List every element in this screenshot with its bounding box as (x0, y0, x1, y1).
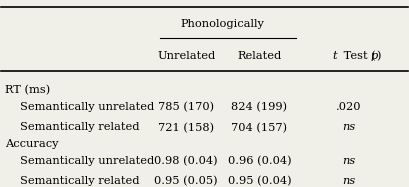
Text: ns: ns (342, 176, 355, 186)
Text: ns: ns (342, 122, 355, 132)
Text: 0.98 (0.04): 0.98 (0.04) (155, 156, 218, 166)
Text: 0.95 (0.04): 0.95 (0.04) (227, 176, 291, 186)
Text: ): ) (376, 51, 381, 62)
Text: ns: ns (342, 156, 355, 166)
Text: 0.96 (0.04): 0.96 (0.04) (227, 156, 291, 166)
Text: .020: .020 (336, 102, 362, 112)
Text: Test (: Test ( (340, 51, 375, 62)
Text: RT (ms): RT (ms) (5, 85, 51, 95)
Text: p: p (370, 51, 378, 61)
Text: 824 (199): 824 (199) (231, 102, 288, 112)
Text: Phonologically: Phonologically (181, 19, 265, 29)
Text: Semantically unrelated: Semantically unrelated (20, 102, 154, 112)
Text: 785 (170): 785 (170) (158, 102, 214, 112)
Text: Related: Related (237, 51, 281, 61)
Text: 0.95 (0.05): 0.95 (0.05) (155, 176, 218, 186)
Text: Semantically related: Semantically related (20, 176, 139, 186)
Text: 704 (157): 704 (157) (231, 122, 288, 133)
Text: 721 (158): 721 (158) (158, 122, 214, 133)
Text: Unrelated: Unrelated (157, 51, 216, 61)
Text: Semantically related: Semantically related (20, 122, 139, 132)
Text: t: t (333, 51, 337, 61)
Text: Semantically unrelated: Semantically unrelated (20, 156, 154, 166)
Text: Accuracy: Accuracy (5, 139, 59, 149)
